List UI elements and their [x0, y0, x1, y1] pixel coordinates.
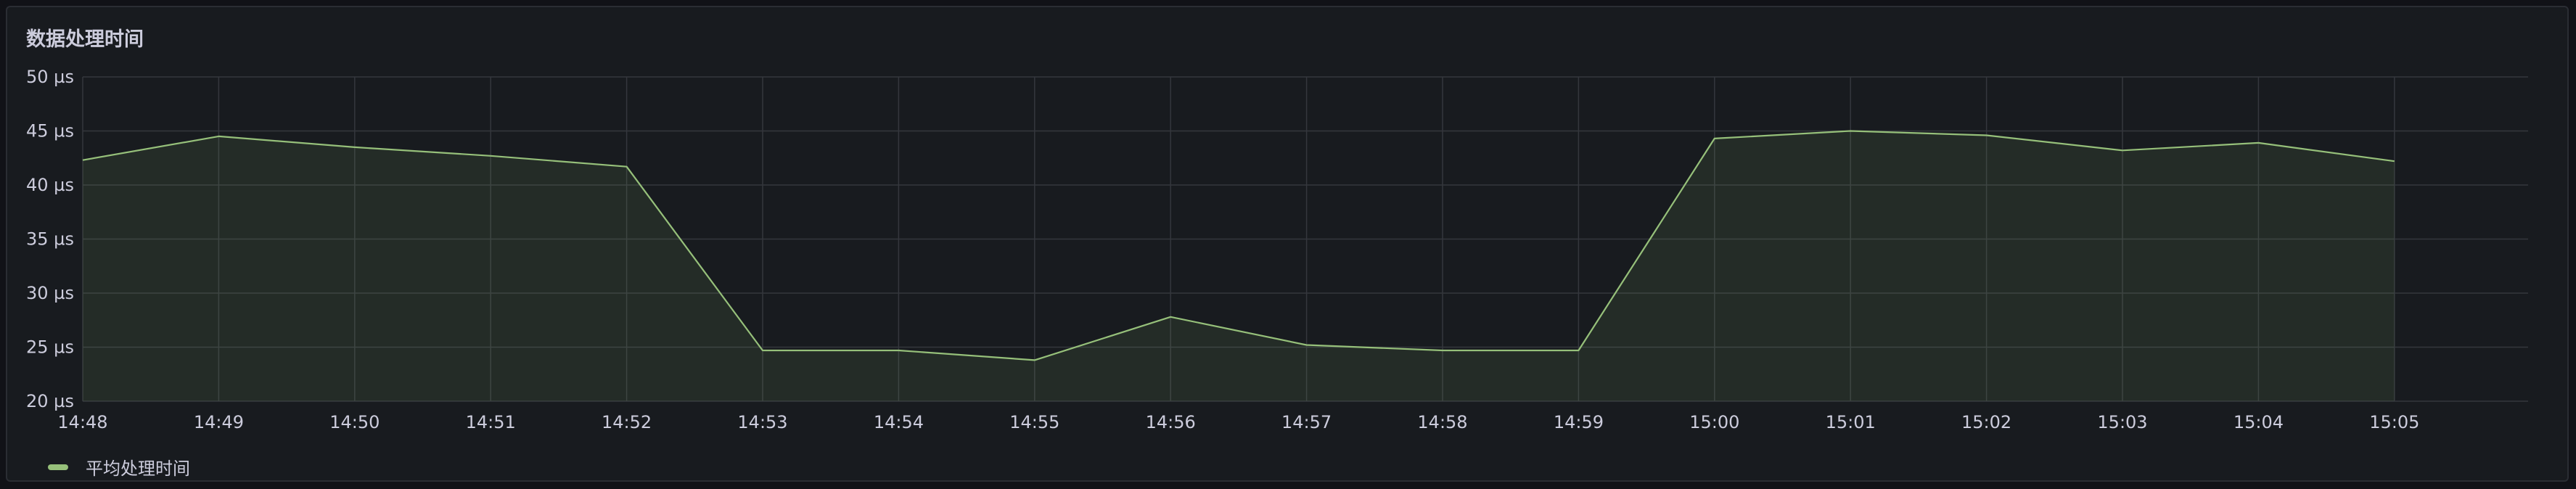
x-tick-label: 14:48: [57, 412, 107, 432]
y-tick-label: 50 µs: [26, 67, 74, 87]
x-tick-label: 14:50: [329, 412, 380, 432]
y-tick-label: 35 µs: [26, 229, 74, 250]
y-tick-label: 25 µs: [26, 337, 74, 358]
y-tick-label: 20 µs: [26, 391, 74, 411]
x-tick-label: 15:04: [2234, 412, 2284, 432]
x-tick-label: 15:00: [1689, 412, 1739, 432]
x-tick-label: 14:56: [1146, 412, 1196, 432]
chart-panel: 数据处理时间 平均处理时间: [6, 6, 2569, 482]
legend: 平均处理时间: [48, 454, 190, 480]
area-layer: [83, 131, 2395, 401]
legend-swatch: [48, 464, 68, 470]
x-tick-label: 14:54: [874, 412, 924, 432]
series-line: [82, 130, 2395, 361]
x-tick-label: 15:02: [1961, 412, 2011, 432]
x-tick-label: 14:55: [1009, 412, 1059, 432]
x-tick-label: 14:49: [194, 412, 244, 432]
series-area: [83, 131, 2395, 401]
y-tick-label: 40 µs: [26, 175, 74, 195]
y-axis-ticks: 50 µs 45 µs 40 µs 35 µs 30 µs 25 µs 20 µs: [26, 67, 74, 411]
x-tick-label: 14:52: [602, 412, 652, 432]
x-tick-label: 14:58: [1417, 412, 1467, 432]
x-tick-label: 15:01: [1826, 412, 1876, 432]
line-layer: [82, 130, 2395, 361]
x-tick-label: 14:53: [737, 412, 787, 432]
x-tick-label: 14:59: [1554, 412, 1604, 432]
x-tick-label: 15:03: [2097, 412, 2147, 432]
y-tick-label: 45 µs: [26, 121, 74, 141]
grid-layer: [82, 76, 2528, 402]
x-axis-ticks: 14:48 14:49 14:50 14:51 14:52 14:53 14:54 14:55…: [57, 412, 2419, 432]
x-tick-label: 15:05: [2369, 412, 2419, 432]
legend-label[interactable]: 平均处理时间: [86, 459, 190, 479]
panel-title[interactable]: 数据处理时间: [26, 28, 144, 51]
x-tick-label: 14:57: [1281, 412, 1332, 432]
x-tick-label: 14:51: [466, 412, 516, 432]
y-tick-label: 30 µs: [26, 283, 74, 303]
